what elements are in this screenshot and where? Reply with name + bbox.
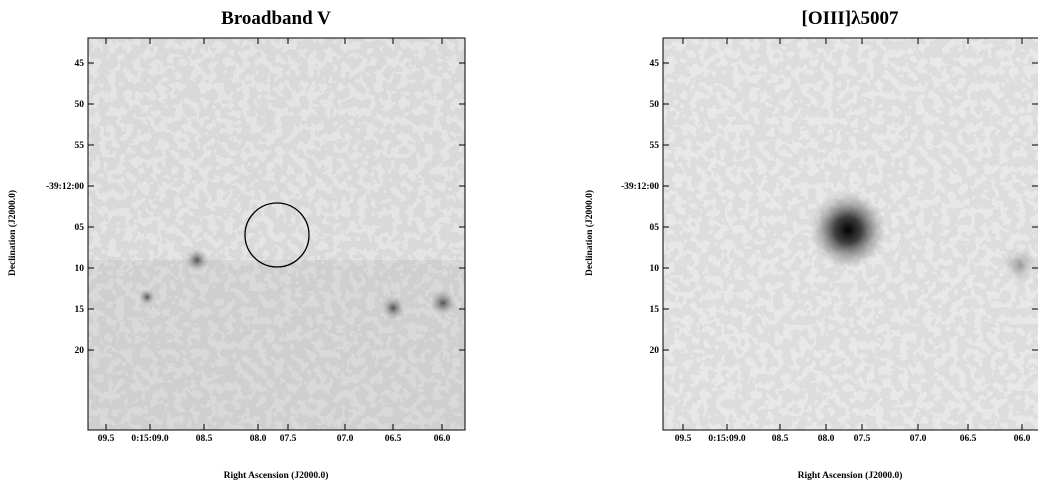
y-tick-label: 50 [75, 100, 85, 110]
x-tick-label: 06.5 [385, 434, 402, 444]
x-tick-label: 0:15:09.0 [708, 434, 745, 444]
x-tick-label: 06.0 [1014, 434, 1031, 444]
y-tick-label: 50 [650, 100, 660, 110]
y-tick-label: -39:12:00 [46, 182, 84, 192]
nebula-source [810, 192, 886, 268]
y-tick-label: 20 [650, 346, 660, 356]
x-tick-label: 07.0 [910, 434, 927, 444]
x-tick-label: 09.5 [98, 434, 115, 444]
aperture-circle [244, 202, 310, 268]
x-tick-label: 08.5 [196, 434, 213, 444]
y-tick-label: 55 [650, 141, 660, 151]
source [381, 296, 405, 320]
y-tick-label: 45 [75, 59, 85, 69]
x-tick-label: 06.5 [960, 434, 977, 444]
image-noise [88, 38, 465, 430]
y-tick-label: 20 [75, 346, 85, 356]
x-tick-label: 06.0 [434, 434, 451, 444]
y-tick-label: 15 [75, 305, 85, 315]
y-tick-label: 10 [75, 264, 85, 274]
x-axis-label: Right Ascension (J2000.0) [798, 470, 903, 481]
x-tick-label: 09.5 [675, 434, 692, 444]
x-tick-label: 0:15:09.0 [131, 434, 168, 444]
y-axis-label: Declination (J2000.0) [7, 190, 18, 276]
y-tick-label: 05 [75, 223, 85, 233]
source [430, 290, 456, 316]
y-tick-label: 55 [75, 141, 85, 151]
y-tick-label: -39:12:00 [621, 182, 659, 192]
x-tick-label: 07.5 [280, 434, 297, 444]
x-axis-label: Right Ascension (J2000.0) [224, 470, 329, 481]
source [139, 289, 155, 305]
frame [662, 37, 1038, 431]
source [1002, 247, 1038, 283]
image-v [88, 38, 465, 430]
panel-title: [OIII]λ5007 [802, 8, 899, 29]
x-tick-label: 08.0 [250, 434, 267, 444]
y-tick-label: 05 [650, 223, 660, 233]
x-tick-label: 08.0 [818, 434, 835, 444]
y-axis-label: Declination (J2000.0) [584, 190, 595, 276]
panel-title: Broadband V [221, 8, 331, 29]
y-tick-label: 15 [650, 305, 660, 315]
x-tick-label: 07.5 [854, 434, 871, 444]
x-tick-label: 07.0 [337, 434, 354, 444]
source [185, 248, 209, 272]
y-tick-label: 45 [650, 59, 660, 69]
image-oiii [663, 38, 1038, 430]
frame [87, 37, 466, 431]
x-tick-label: 08.5 [772, 434, 789, 444]
y-tick-label: 10 [650, 264, 660, 274]
